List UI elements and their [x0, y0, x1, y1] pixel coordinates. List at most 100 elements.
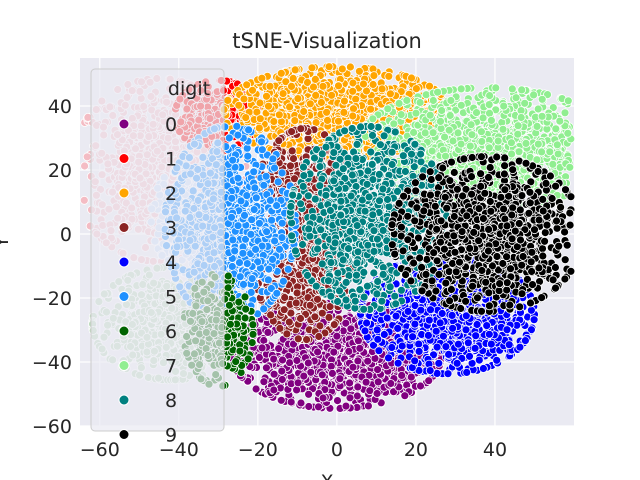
data-point [346, 324, 356, 334]
data-point [348, 362, 358, 372]
data-point [296, 398, 306, 408]
data-point [323, 116, 332, 125]
data-point [361, 377, 371, 387]
data-point [373, 365, 383, 375]
data-point [255, 114, 265, 124]
data-point [322, 107, 332, 117]
data-point [309, 82, 318, 92]
data-point [317, 370, 327, 380]
data-point [333, 396, 342, 406]
data-point [264, 101, 273, 111]
data-point [311, 91, 321, 100]
data-point [353, 336, 363, 346]
data-point [369, 71, 379, 80]
data-point [339, 108, 349, 117]
data-point [332, 331, 342, 341]
data-point [424, 376, 434, 386]
data-point [276, 68, 286, 78]
data-point [349, 104, 358, 114]
data-point [293, 378, 303, 388]
data-point [79, 195, 89, 205]
data-point [348, 86, 358, 96]
data-point [263, 327, 273, 337]
data-point [316, 98, 326, 107]
data-point [274, 110, 284, 120]
data-point [241, 113, 251, 122]
data-point [299, 107, 309, 116]
data-point [286, 397, 296, 407]
data-point [327, 368, 337, 378]
data-point [400, 391, 410, 401]
data-point [411, 84, 421, 93]
data-point [82, 152, 92, 162]
data-point [234, 100, 244, 110]
data-point [285, 102, 295, 112]
data-point [269, 385, 279, 395]
data-point [304, 402, 314, 411]
data-point [255, 98, 265, 108]
data-point [324, 62, 334, 72]
data-point [242, 80, 252, 90]
data-point [326, 361, 336, 371]
data-point [366, 104, 376, 114]
data-point [363, 356, 373, 366]
data-point [261, 363, 271, 373]
data-point [259, 377, 269, 387]
data-point [345, 378, 355, 388]
data-point [257, 73, 267, 83]
data-point [352, 391, 362, 401]
data-point [386, 379, 396, 388]
data-point [287, 82, 296, 91]
data-point [303, 358, 313, 368]
data-point [355, 343, 365, 353]
data-point [299, 371, 309, 381]
data-point [368, 80, 378, 89]
data-point [262, 91, 271, 101]
data-point [269, 369, 279, 379]
data-point [345, 62, 355, 72]
data-point [397, 370, 407, 380]
data-point [276, 395, 286, 405]
data-point [345, 393, 355, 403]
data-point [274, 344, 284, 354]
data-point [251, 384, 261, 394]
data-point [329, 347, 339, 357]
data-point [293, 94, 303, 103]
data-point [365, 386, 375, 396]
data-point [278, 355, 287, 365]
data-point [269, 117, 279, 126]
data-point [334, 81, 343, 91]
data-point [348, 111, 358, 121]
data-point [339, 96, 349, 106]
data-point [318, 393, 328, 403]
data-point [377, 84, 387, 94]
data-point [318, 81, 328, 91]
data-point [341, 401, 351, 411]
data-point [344, 346, 354, 356]
data-point [407, 73, 416, 83]
data-point [416, 381, 425, 391]
data-point [278, 89, 288, 98]
data-point [313, 347, 323, 357]
data-point [269, 354, 279, 364]
data-point [304, 389, 314, 399]
data-point [385, 89, 395, 99]
data-point [373, 377, 383, 387]
data-point [335, 374, 345, 384]
data-point [277, 366, 287, 376]
data-point [406, 372, 416, 382]
data-point [265, 81, 275, 91]
data-point [305, 99, 315, 109]
data-point [290, 116, 300, 125]
data-point [288, 74, 298, 83]
data-point [337, 64, 347, 74]
data-point [372, 389, 382, 398]
data-point [80, 161, 89, 171]
data-point [290, 65, 300, 75]
data-point [334, 116, 343, 126]
data-point [307, 63, 317, 73]
data-point [327, 90, 337, 100]
data-point [314, 402, 323, 412]
data-point [223, 96, 233, 105]
